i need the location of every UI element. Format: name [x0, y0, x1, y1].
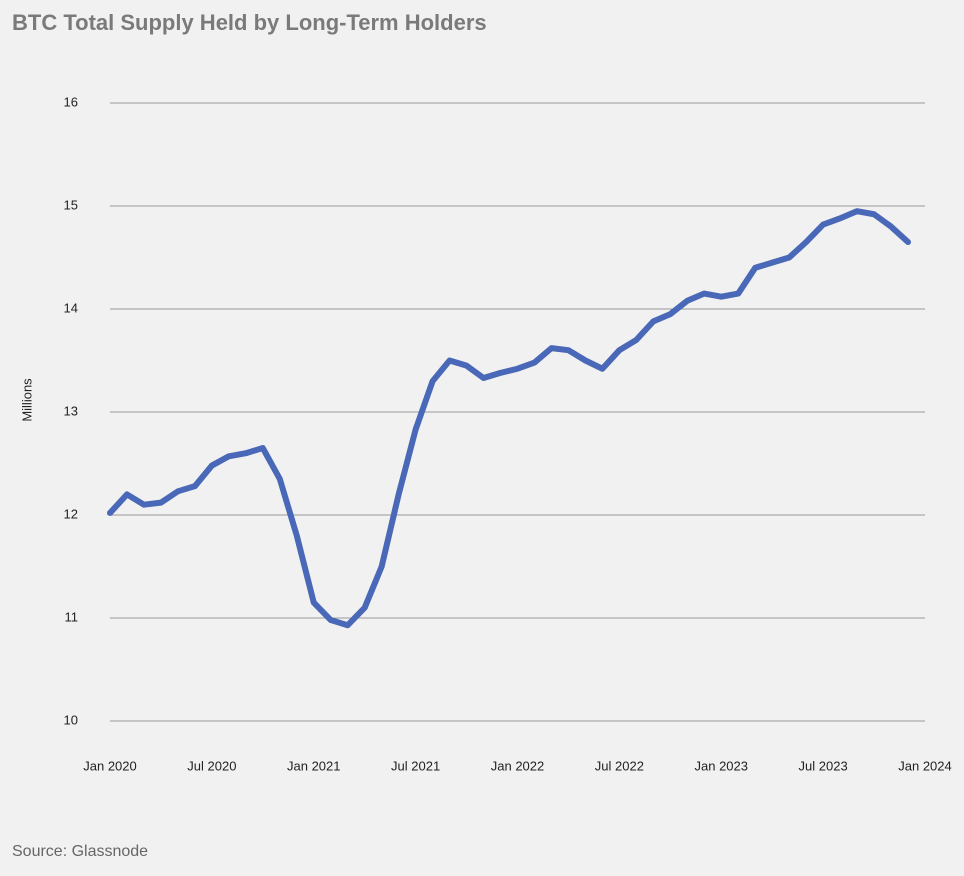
y-axis-label: Millions — [19, 378, 34, 422]
x-tick-label: Jan 2024 — [898, 758, 952, 773]
x-tick-label: Jan 2022 — [491, 758, 545, 773]
x-tick-label: Jul 2022 — [595, 758, 644, 773]
x-tick-label: Jan 2020 — [83, 758, 137, 773]
x-tick-label: Jul 2020 — [187, 758, 236, 773]
y-tick-label: 14 — [64, 300, 78, 315]
x-tick-label: Jul 2023 — [799, 758, 848, 773]
y-tick-label: 10 — [64, 712, 78, 727]
y-tick-label: 15 — [64, 197, 78, 212]
y-tick-label: 13 — [64, 403, 78, 418]
line-series — [107, 208, 912, 629]
source: Source: Glassnode — [12, 843, 148, 860]
x-tick-label: Jan 2023 — [695, 758, 749, 773]
x-tick-label: Jan 2021 — [287, 758, 341, 773]
x-tick-label: Jul 2021 — [391, 758, 440, 773]
y-tick-label: 11 — [65, 609, 79, 624]
chart-title: BTC Total Supply Held by Long-Term Holde… — [12, 10, 487, 35]
y-tick-label: 12 — [64, 506, 78, 521]
y-tick-label: 16 — [64, 94, 78, 109]
